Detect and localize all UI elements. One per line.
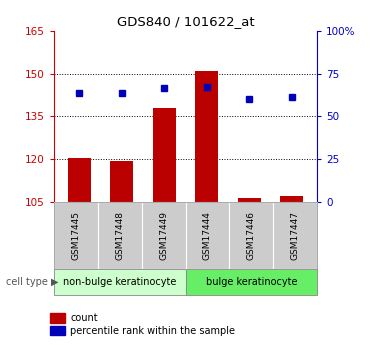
Bar <box>152 108 176 202</box>
Text: GSM17447: GSM17447 <box>291 211 300 260</box>
Text: percentile rank within the sample: percentile rank within the sample <box>70 326 236 335</box>
Text: GSM17448: GSM17448 <box>115 211 124 260</box>
Title: GDS840 / 101622_at: GDS840 / 101622_at <box>117 16 254 29</box>
Bar <box>237 198 261 202</box>
Bar <box>68 158 91 202</box>
Text: GSM17449: GSM17449 <box>159 211 168 260</box>
Bar <box>280 196 303 202</box>
Bar <box>110 161 134 202</box>
Bar <box>195 71 219 202</box>
Text: bulge keratinocyte: bulge keratinocyte <box>206 277 297 287</box>
Text: cell type ▶: cell type ▶ <box>6 277 58 287</box>
Text: count: count <box>70 313 98 323</box>
Text: GSM17445: GSM17445 <box>71 211 80 260</box>
Text: GSM17444: GSM17444 <box>203 211 212 260</box>
Text: non-bulge keratinocyte: non-bulge keratinocyte <box>63 277 176 287</box>
Text: GSM17446: GSM17446 <box>247 211 256 260</box>
